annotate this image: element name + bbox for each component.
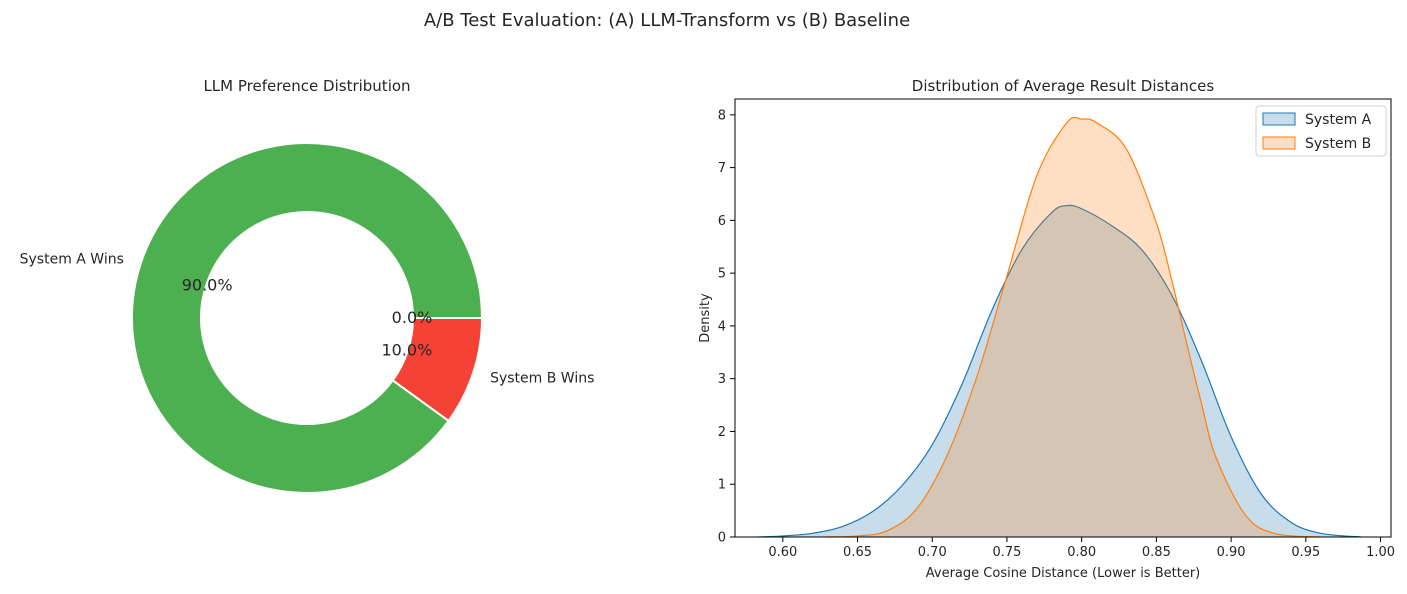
legend: System A System B <box>1255 105 1387 157</box>
x-tick-label: 0.65 <box>843 545 872 560</box>
slice-pct-system-a-wins: 90.0% <box>182 276 233 295</box>
donut-slices <box>131 142 484 494</box>
density-fill-system-a <box>757 205 1362 537</box>
y-tick-label: 5 <box>718 267 726 282</box>
y-axis-ticks: 0 1 2 3 4 5 6 7 8 <box>718 108 735 546</box>
figure-title: A/B Test Evaluation: (A) LLM-Transform v… <box>424 10 910 31</box>
legend-label-system-b: System B <box>1305 136 1371 152</box>
legend-label-system-a: System A <box>1305 112 1372 128</box>
legend-frame <box>1255 105 1387 157</box>
y-tick-label: 3 <box>718 372 726 387</box>
x-tick-label: 1.00 <box>1366 545 1395 560</box>
density-line-system-b <box>827 116 1321 538</box>
y-tick-label: 0 <box>718 531 726 546</box>
x-tick-label: 0.80 <box>1067 545 1096 560</box>
x-tick-label: 0.95 <box>1291 545 1320 560</box>
density-chart-title: Distribution of Average Result Distances <box>912 77 1215 95</box>
y-tick-label: 1 <box>718 478 726 493</box>
legend-swatch-system-b <box>1262 136 1296 150</box>
x-tick-label: 0.70 <box>918 545 947 560</box>
x-tick-label: 0.60 <box>768 545 797 560</box>
donut-labels: 90.0% System A Wins 10.0% System B Wins 0.0% <box>20 252 595 387</box>
y-tick-label: 8 <box>718 108 726 123</box>
density-line-system-a <box>757 204 1362 538</box>
x-tick-label: 0.75 <box>992 545 1021 560</box>
slice-system-b-wins <box>391 317 484 423</box>
density-areas <box>757 116 1362 538</box>
slice-pct-system-b-wins: 10.0% <box>381 340 432 359</box>
slice-label-system-a-wins: System A Wins <box>20 252 124 268</box>
slice-system-a-wins <box>131 142 484 494</box>
slice-label-system-b-wins: System B Wins <box>490 370 594 386</box>
y-tick-label: 2 <box>718 425 726 440</box>
y-tick-label: 6 <box>718 214 726 229</box>
y-tick-label: 4 <box>718 319 726 334</box>
x-tick-label: 0.85 <box>1142 545 1171 560</box>
density-chart: Distribution of Average Result Distances… <box>698 77 1395 581</box>
x-axis-ticks: 0.60 0.65 0.70 0.75 0.80 0.85 0.90 0.95 1.00 <box>768 537 1395 560</box>
plot-frame <box>734 98 1392 538</box>
density-fill-system-b <box>827 117 1321 537</box>
x-tick-label: 0.90 <box>1217 545 1246 560</box>
y-tick-label: 7 <box>718 161 726 176</box>
y-axis-label: Density <box>698 293 713 343</box>
slice-pct-unlabeled: 0.0% <box>392 308 433 327</box>
legend-swatch-system-a <box>1262 112 1296 126</box>
x-axis-label: Average Cosine Distance (Lower is Better… <box>926 566 1200 581</box>
donut-chart: LLM Preference Distribution 90.0% System … <box>20 77 595 494</box>
donut-chart-title: LLM Preference Distribution <box>203 77 410 95</box>
